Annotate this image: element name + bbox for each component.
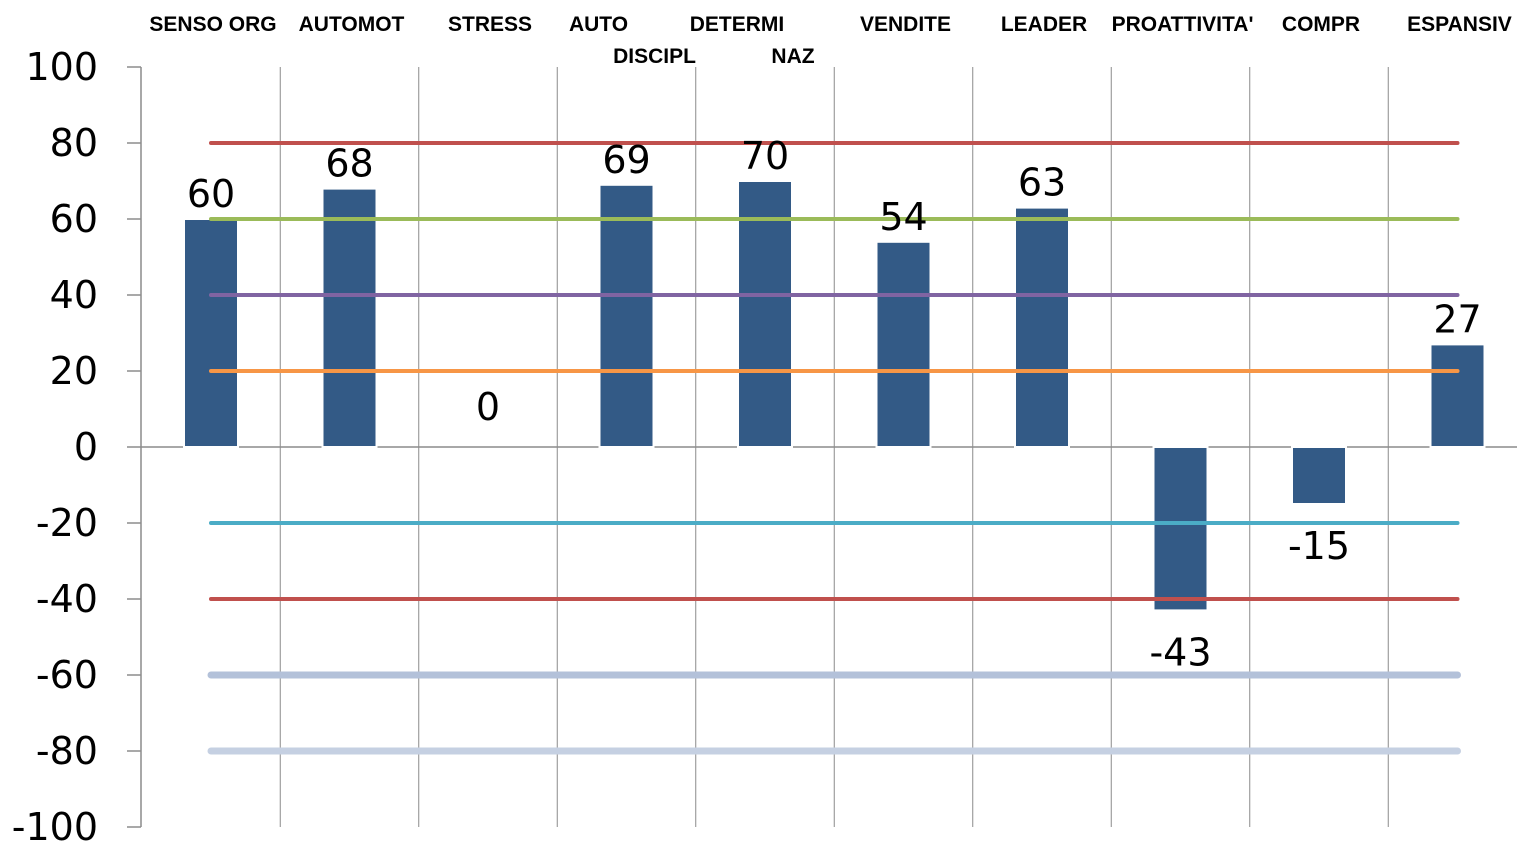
value-label: -43	[1149, 630, 1211, 674]
value-label: 69	[602, 138, 650, 182]
category-label: ESPANSIV	[1407, 13, 1512, 36]
category-label: COMPR	[1282, 13, 1360, 36]
y-tick-label: 80	[50, 121, 98, 165]
y-tick-label: -40	[36, 577, 98, 621]
value-labels: 60 68 0 69 70 54 63 -43 -15 27	[187, 134, 1482, 674]
y-tick-label: 100	[25, 45, 98, 89]
bar	[598, 183, 655, 449]
reference-lines	[207, 141, 1461, 755]
bar	[1152, 446, 1209, 612]
value-label: 68	[325, 142, 373, 186]
category-label: VENDITE	[860, 13, 951, 36]
bar	[875, 240, 932, 448]
y-tick-label: 0	[74, 425, 98, 469]
y-tick-label: -80	[36, 729, 98, 773]
category-label: AUTO DISCIPL	[569, 13, 696, 68]
y-tick-labels: 100 80 60 40 20 0 -20 -40 -60 -80 -100	[12, 45, 98, 849]
value-label: 27	[1433, 297, 1481, 341]
bar	[737, 180, 793, 448]
y-tick-label: 40	[50, 273, 98, 317]
bar	[183, 218, 239, 448]
y-tick-label: 60	[50, 197, 98, 241]
value-label: 0	[476, 385, 500, 429]
bars	[183, 180, 1486, 612]
category-label: AUTOMOT	[299, 13, 405, 36]
category-label: DETERMI NAZ	[690, 13, 815, 68]
value-label: 54	[879, 195, 927, 239]
y-tick-label: 20	[50, 349, 98, 393]
y-tick-label: -20	[36, 501, 98, 545]
category-label: SENSO ORG	[149, 13, 276, 36]
category-label: PROATTIVITA'	[1112, 13, 1254, 36]
value-label: 60	[187, 172, 235, 216]
bar	[321, 187, 378, 448]
value-label: 63	[1018, 161, 1066, 205]
value-label: -15	[1288, 524, 1350, 568]
category-label: STRESS	[448, 13, 532, 36]
y-tick-label: -100	[12, 805, 98, 849]
category-label: LEADER	[1001, 13, 1087, 36]
category-labels: SENSO ORG AUTOMOT STRESS AUTO DISCIPLDETERMI…	[149, 13, 1511, 68]
bar	[1429, 343, 1486, 448]
bar	[1291, 446, 1347, 505]
bar	[1014, 206, 1070, 448]
value-label: 70	[741, 134, 789, 178]
y-tick-label: -60	[36, 653, 98, 697]
